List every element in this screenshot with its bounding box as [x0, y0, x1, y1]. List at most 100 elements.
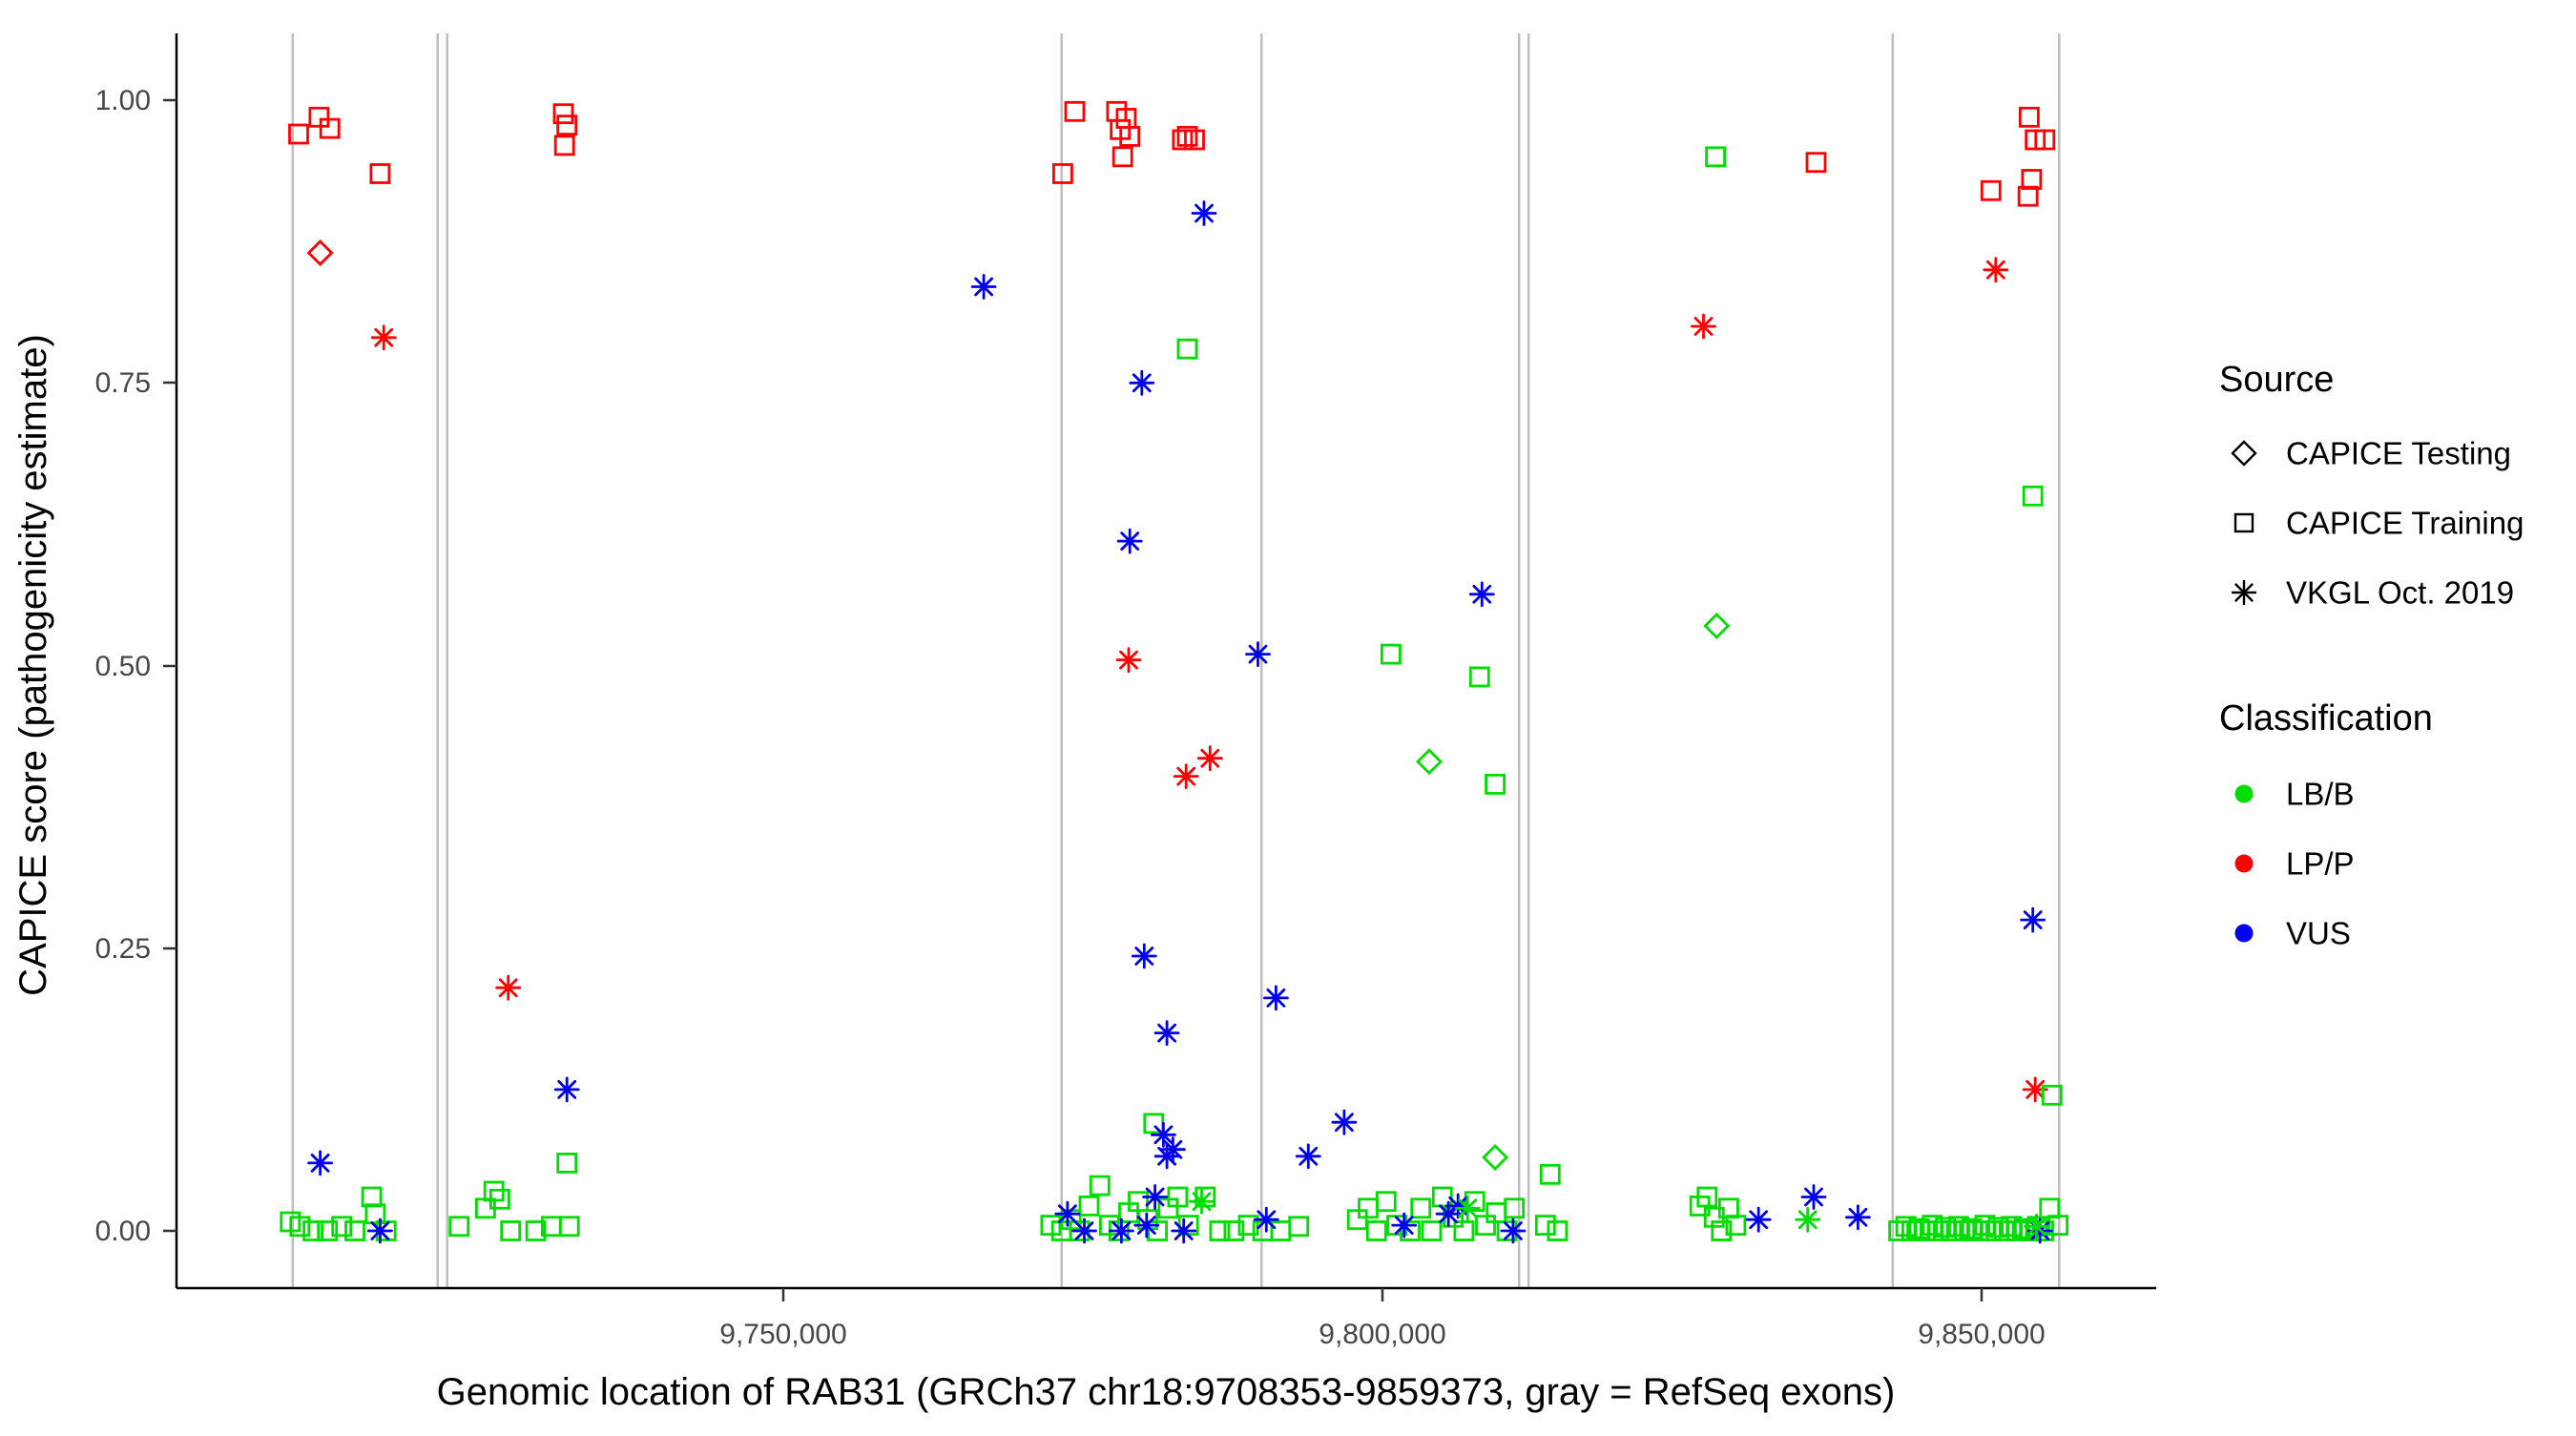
data-point-asterisk: [1115, 647, 1142, 673]
data-point-square: [1400, 1220, 1421, 1241]
data-point-asterisk: [2024, 1213, 2049, 1239]
y-tick-label: 0.25: [95, 933, 151, 965]
y-tick-label: 0.75: [95, 367, 151, 399]
data-point-square: [1914, 1220, 1936, 1241]
data-point-square: [1475, 1215, 1496, 1236]
data-point-asterisk: [1196, 745, 1223, 772]
data-point-square: [1064, 100, 1086, 122]
data-point-square: [1365, 1220, 1387, 1241]
data-point-asterisk: [1845, 1204, 1871, 1231]
diamond-icon: [2231, 440, 2257, 467]
data-point-asterisk: [1745, 1206, 1772, 1233]
vus-color-dot-icon: [2234, 924, 2254, 943]
x-axis: 9,750,000 9,800,000 9,850,000: [177, 1286, 2156, 1350]
x-tick-label: 9,800,000: [1319, 1319, 1445, 1350]
data-point-square: [1167, 1186, 1189, 1208]
data-point-square: [1805, 152, 1827, 174]
data-point-square: [1485, 774, 1506, 795]
data-point-square: [558, 1216, 580, 1238]
data-point-square: [2047, 1215, 2069, 1236]
x-axis-title: Genomic location of RAB31 (GRCh37 chr18:…: [437, 1371, 1896, 1413]
y-tick-label: 1.00: [95, 85, 151, 116]
x-tick-label: 9,750,000: [719, 1319, 846, 1350]
data-point-square: [289, 1216, 311, 1238]
data-point-asterisk: [1391, 1212, 1418, 1238]
data-point-square: [1052, 163, 1073, 184]
data-point-square: [2041, 1084, 2063, 1106]
data-point-square: [364, 1203, 386, 1225]
data-point-asterisk: [2022, 1076, 2048, 1103]
x-tick-label: 9,850,000: [1918, 1319, 2045, 1350]
data-point-square: [1223, 1220, 1245, 1241]
data-point-square: [2021, 169, 2043, 190]
data-point-square: [2018, 106, 2040, 128]
data-point-asterisk: [1454, 1195, 1481, 1221]
data-point-square: [1040, 1215, 1062, 1236]
data-point-asterisk: [1109, 1217, 1134, 1244]
y-axis: 0.00 0.25 0.50 0.75 1.00: [95, 33, 178, 1288]
data-point-square: [1954, 1220, 1976, 1241]
square-icon: [2233, 512, 2254, 533]
data-point-asterisk: [1054, 1200, 1081, 1227]
data-point-square: [1111, 146, 1133, 168]
data-point-square: [1725, 1215, 1747, 1236]
legend-item-capice-training: CAPICE Training: [2286, 506, 2524, 541]
data-point-asterisk: [1331, 1109, 1358, 1135]
data-point-asterisk: [1983, 257, 2009, 283]
data-point-square: [552, 103, 574, 125]
data-point-square: [1089, 1175, 1111, 1197]
legend: Source CAPICE Testing CAPICE Training VK…: [2219, 360, 2524, 951]
data-point-square: [1176, 338, 1198, 360]
data-point-square: [344, 1220, 365, 1241]
data-point-square: [2017, 185, 2039, 207]
data-point-square: [448, 1216, 470, 1238]
legend-item-lbb: LB/B: [2286, 777, 2355, 812]
y-tick-label: 0.00: [95, 1216, 151, 1247]
data-point-square: [556, 114, 578, 135]
data-point-square: [2006, 1220, 2028, 1241]
data-point-square: [1696, 1186, 1718, 1208]
data-point-asterisk: [1245, 641, 1271, 667]
data-point-asterisk: [1071, 1217, 1097, 1244]
data-point-asterisk: [2020, 906, 2046, 933]
data-point-asterisk: [1171, 1217, 1197, 1244]
legend-item-vkgl: VKGL Oct. 2019: [2286, 575, 2514, 611]
data-point-square: [1980, 179, 2002, 201]
lpp-color-dot-icon: [2234, 854, 2254, 873]
data-point-square: [1464, 1191, 1485, 1213]
data-point-square: [1967, 1220, 1988, 1241]
data-point-asterisk: [1468, 581, 1495, 608]
data-point-square: [500, 1220, 522, 1241]
data-point-asterisk: [1116, 528, 1143, 554]
data-point-square: [1504, 1197, 1526, 1219]
y-axis-title: CAPICE score (pathogenicity estimate): [12, 334, 54, 996]
data-point-asterisk: [1500, 1217, 1527, 1244]
data-point-asterisk: [1151, 1121, 1176, 1148]
data-point-asterisk: [1295, 1143, 1321, 1170]
data-point-square: [1547, 1220, 1568, 1241]
data-point-square: [1358, 1197, 1379, 1219]
data-point-square: [1539, 1163, 1561, 1185]
data-point-asterisk: [1160, 1136, 1186, 1163]
data-point-square: [1941, 1220, 1963, 1241]
data-point-square: [1147, 1220, 1168, 1241]
data-point-square: [1980, 1220, 2002, 1241]
data-point-square: [361, 1186, 383, 1208]
data-point-square: [553, 135, 575, 156]
data-point-asterisk: [553, 1076, 580, 1103]
data-point-asterisk: [1444, 1193, 1471, 1219]
data-point-square: [1209, 1220, 1231, 1241]
legend-classification-title: Classification: [2219, 698, 2433, 739]
data-point-square: [1711, 1220, 1733, 1241]
legend-item-capice-testing: CAPICE Testing: [2286, 436, 2511, 471]
y-tick-label: 0.50: [95, 651, 151, 682]
lbb-color-dot-icon: [2234, 784, 2254, 803]
data-point-square: [525, 1220, 547, 1241]
legend-item-lpp: LP/P: [2286, 846, 2355, 882]
data-point-asterisk: [1191, 200, 1217, 226]
data-point-asterisk: [1133, 1212, 1160, 1238]
data-point-square: [1119, 125, 1141, 147]
asterisk-icon: [2231, 579, 2257, 606]
refseq-exon-lines: [291, 33, 2061, 1288]
